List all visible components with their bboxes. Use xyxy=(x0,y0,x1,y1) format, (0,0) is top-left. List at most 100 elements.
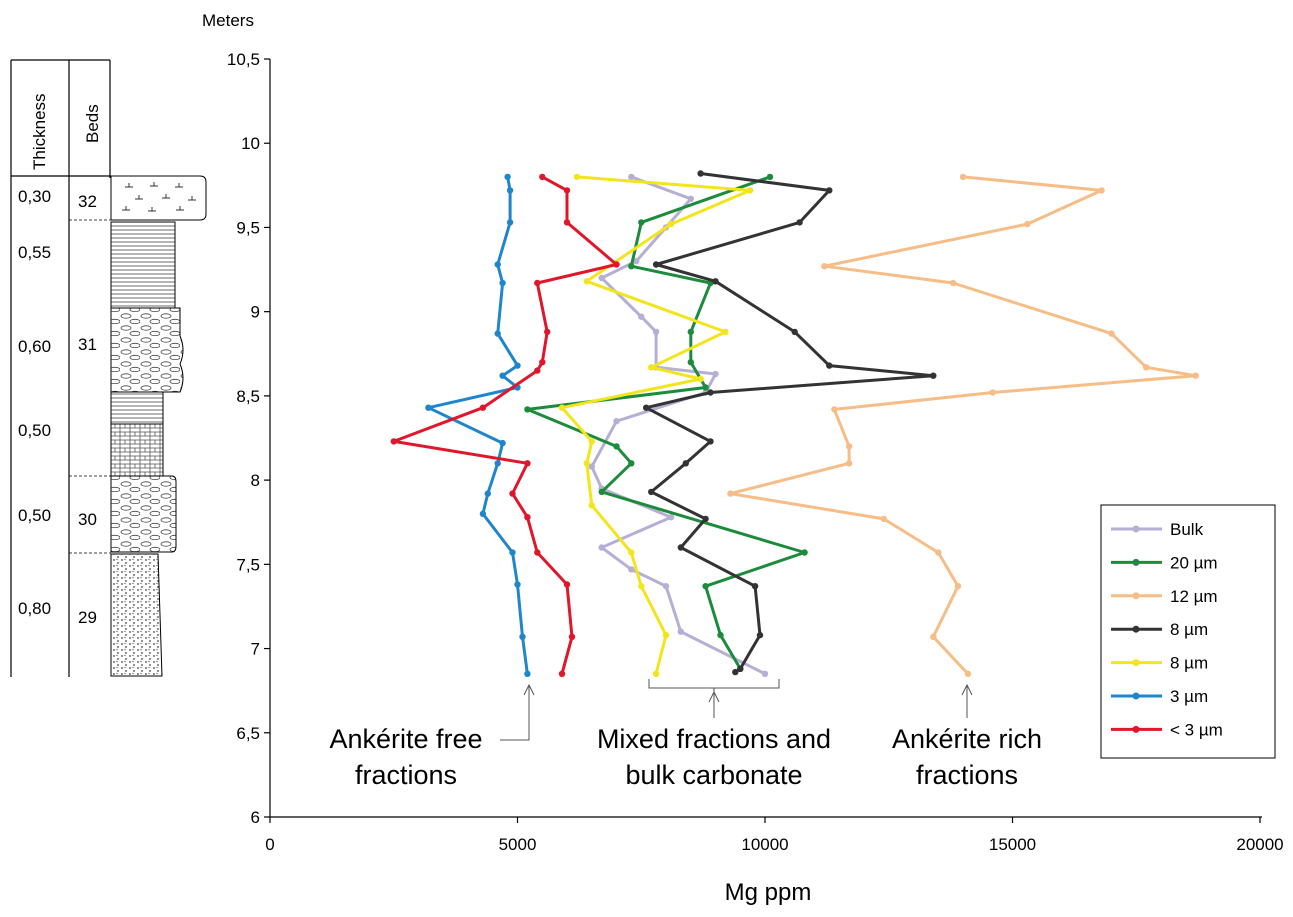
data-point xyxy=(524,460,531,467)
bed-number-31: 31 xyxy=(78,335,97,354)
series-1 xyxy=(524,173,808,672)
data-point xyxy=(702,384,709,391)
data-point xyxy=(534,367,541,374)
legend-swatch-marker xyxy=(1132,558,1140,566)
data-point xyxy=(831,406,838,413)
data-point xyxy=(484,490,491,497)
annotation-mixed-line2: bulk carbonate xyxy=(625,760,802,790)
y-ticks: 6 6,5 7 7,5 8 8,5 9 9,5 10 10,5 xyxy=(227,50,270,827)
y-tick-label: 6 xyxy=(251,808,260,827)
data-point xyxy=(1143,364,1150,371)
bed-31-limestone xyxy=(110,423,164,477)
x-tick-label: 20000 xyxy=(1236,835,1283,854)
annotation-free-line2: fractions xyxy=(355,760,457,790)
legend-swatch-marker xyxy=(1132,725,1140,733)
x-tick-label: 10000 xyxy=(741,835,788,854)
data-point xyxy=(677,628,684,635)
legend: Bulk 20 µm 12 µm 8 µm 8 µm 3 µm < 3 µm xyxy=(1100,504,1276,759)
thickness-4: 0,50 xyxy=(18,506,51,525)
bed-30-block xyxy=(110,475,177,553)
data-point xyxy=(697,375,704,383)
annotation-free-arrow xyxy=(500,683,535,741)
data-point xyxy=(506,219,514,226)
data-point xyxy=(677,544,684,551)
data-point xyxy=(737,665,744,672)
data-point xyxy=(648,364,655,371)
data-point xyxy=(687,328,694,336)
thickness-3: 0,50 xyxy=(18,421,51,440)
data-point xyxy=(563,219,571,226)
data-point xyxy=(702,583,709,590)
data-point xyxy=(712,370,719,378)
y-tick-label: 9,5 xyxy=(236,218,260,237)
bed-number-29: 29 xyxy=(78,608,97,627)
data-point xyxy=(702,515,709,523)
data-point xyxy=(964,670,972,677)
data-point xyxy=(499,439,506,447)
data-point xyxy=(717,631,724,639)
beds-header: Beds xyxy=(83,104,102,143)
legend-label: 8 µm xyxy=(1170,654,1208,673)
annotation-rich-line1: Ankérite rich xyxy=(892,724,1042,754)
thickness-5: 0,80 xyxy=(18,599,51,618)
data-point xyxy=(643,404,650,411)
data-point xyxy=(638,313,645,320)
data-point xyxy=(568,633,576,640)
data-point xyxy=(613,418,620,425)
data-point xyxy=(707,438,714,445)
data-point xyxy=(613,261,620,268)
data-point xyxy=(667,514,675,521)
data-point xyxy=(722,328,729,336)
bed-number-30: 30 xyxy=(78,510,97,529)
y-tick-label: 8,5 xyxy=(236,387,260,406)
data-point xyxy=(563,581,571,588)
thickness-1: 0,55 xyxy=(18,243,51,262)
legend-label: 8 µm xyxy=(1170,620,1208,639)
data-point xyxy=(652,261,660,268)
y-tick-label: 7,5 xyxy=(236,555,260,574)
data-point xyxy=(499,372,506,379)
series-4 xyxy=(558,173,754,677)
legend-swatch-marker xyxy=(1132,659,1140,667)
data-point xyxy=(845,460,853,467)
y-axis-label: Meters xyxy=(202,11,254,30)
data-point xyxy=(598,488,605,496)
data-point xyxy=(479,510,487,517)
data-point xyxy=(390,438,397,445)
data-point xyxy=(761,670,769,677)
data-point xyxy=(1024,220,1031,228)
legend-label: 12 µm xyxy=(1170,587,1218,606)
series-line xyxy=(728,175,1198,675)
legend-swatch-marker xyxy=(1132,625,1140,633)
x-axis-label: Mg ppm xyxy=(725,879,812,906)
series-line xyxy=(426,176,529,674)
data-point xyxy=(732,668,739,676)
data-point xyxy=(791,328,798,336)
data-point xyxy=(727,490,734,497)
data-point xyxy=(539,359,546,366)
data-point xyxy=(509,549,516,556)
data-point xyxy=(479,404,487,411)
data-point xyxy=(826,362,833,369)
data-point xyxy=(628,460,635,467)
data-point xyxy=(534,549,541,556)
bed-31-laminated xyxy=(110,221,176,309)
data-point xyxy=(573,173,581,181)
legend-label: 20 µm xyxy=(1170,553,1218,572)
data-point xyxy=(583,278,590,285)
series-6 xyxy=(390,173,620,677)
data-point xyxy=(638,583,645,590)
data-point xyxy=(652,670,660,677)
data-point xyxy=(613,443,620,450)
data-point xyxy=(935,549,942,556)
data-point xyxy=(954,583,962,590)
data-point xyxy=(628,173,635,181)
annotation-mixed-bracket xyxy=(648,679,780,718)
data-point xyxy=(1108,330,1115,337)
x-tick-label: 15000 xyxy=(989,835,1036,854)
data-point xyxy=(563,187,571,194)
annotation-mixed-line1: Mixed fractions and xyxy=(597,724,831,754)
data-point xyxy=(989,389,996,396)
data-point xyxy=(746,187,754,194)
data-point xyxy=(524,514,531,521)
